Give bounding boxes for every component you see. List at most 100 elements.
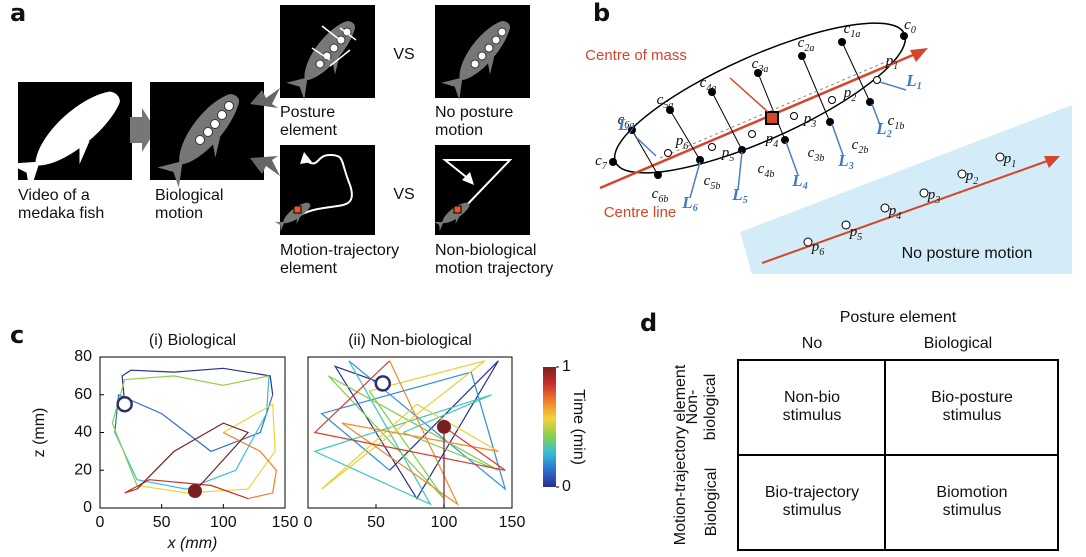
caption: Biological bbox=[155, 187, 223, 204]
point-label: p4 bbox=[765, 131, 779, 150]
body-label-sub: 7 bbox=[602, 161, 608, 172]
caption: Motion-trajectory bbox=[280, 242, 399, 259]
body-label-sub: 1a bbox=[850, 29, 860, 40]
point-label-sub: 2 bbox=[973, 176, 978, 187]
length-label-base: L bbox=[837, 151, 848, 170]
end-marker bbox=[437, 420, 451, 434]
caption: No posture bbox=[435, 104, 513, 121]
length-label-base: L bbox=[905, 71, 916, 90]
colorbar-tick-label: 0 bbox=[562, 478, 571, 495]
body-label: c5b bbox=[704, 173, 721, 192]
body-label: c4b bbox=[758, 161, 775, 180]
body-label-sub: 6b bbox=[658, 194, 668, 205]
length-label: L3 bbox=[837, 151, 853, 172]
point-label-sub: 4 bbox=[773, 139, 778, 150]
length-label: L7 bbox=[617, 115, 634, 136]
cell-text: stimulus bbox=[943, 502, 1002, 519]
cell-text: Non-bio bbox=[784, 389, 840, 406]
body-label-sub: 0 bbox=[911, 25, 916, 36]
colorbar bbox=[543, 367, 556, 487]
body-label: c2a bbox=[798, 35, 815, 54]
x-tick-label: 100 bbox=[210, 514, 237, 531]
x-tick-label: 50 bbox=[153, 514, 171, 531]
cell-text: Bio-trajectory bbox=[765, 484, 859, 501]
cell-text: stimulus bbox=[783, 502, 842, 519]
vs-label: VS bbox=[393, 186, 414, 203]
panel-label: b bbox=[593, 0, 610, 27]
body-label-sub: 2b bbox=[858, 145, 868, 156]
row-header: Biological bbox=[703, 468, 720, 536]
body-label-sub: 5b bbox=[710, 181, 720, 192]
caption: motion bbox=[435, 122, 483, 139]
vs-label: VS bbox=[393, 46, 414, 63]
caption: motion bbox=[155, 205, 203, 222]
length-label-base: L bbox=[617, 115, 628, 134]
caption: medaka fish bbox=[18, 205, 104, 222]
point-label: p5 bbox=[721, 145, 735, 164]
body-label: c7 bbox=[595, 153, 608, 172]
start-marker bbox=[118, 397, 132, 411]
point-label-sub: 4 bbox=[896, 211, 901, 222]
y-tick-label: 60 bbox=[74, 386, 92, 403]
body-label-sub: 1b bbox=[894, 121, 904, 132]
body-label-sub: 4a bbox=[706, 83, 716, 94]
plot-frame bbox=[308, 357, 512, 508]
caption: motion trajectory bbox=[435, 260, 553, 277]
start-marker bbox=[376, 376, 390, 390]
point-label-sub: 6 bbox=[683, 141, 688, 152]
panel-b-art bbox=[599, 0, 1072, 274]
length-label: L4 bbox=[791, 171, 807, 192]
point-label: p3 bbox=[803, 111, 817, 130]
point-label-sub: 3 bbox=[810, 119, 816, 130]
body-label-sub: 3b bbox=[813, 153, 824, 164]
x-tick-label: 0 bbox=[304, 514, 313, 531]
x-tick-label: 150 bbox=[499, 514, 526, 531]
y-tick-label: 0 bbox=[83, 499, 92, 516]
length-label-sub: 1 bbox=[917, 81, 922, 92]
body-label: c5a bbox=[657, 92, 674, 111]
cell-text: stimulus bbox=[783, 407, 842, 424]
x-tick-label: 100 bbox=[431, 514, 458, 531]
point-label-sub: 3 bbox=[934, 195, 940, 206]
length-label: L6 bbox=[681, 193, 697, 214]
y-tick-label: 80 bbox=[74, 348, 92, 365]
annotation: Centre of mass bbox=[585, 47, 687, 64]
length-label-sub: 5 bbox=[743, 195, 748, 206]
length-label-base: L bbox=[681, 193, 692, 212]
panel-label: d bbox=[640, 309, 657, 337]
cell-text: Bio-posture bbox=[931, 389, 1013, 406]
panel-label: a bbox=[10, 0, 26, 27]
length-label-sub: 4 bbox=[802, 181, 808, 192]
annotation: No posture motion bbox=[902, 245, 1033, 262]
axis-label: x (mm) bbox=[167, 535, 218, 552]
column-title: Posture element bbox=[840, 309, 957, 326]
panel-label: c bbox=[10, 321, 24, 349]
point-label-sub: 5 bbox=[857, 232, 862, 243]
length-label-sub: 2 bbox=[886, 129, 892, 140]
x-tick-label: 150 bbox=[272, 514, 299, 531]
body-label: c4a bbox=[700, 75, 717, 94]
chart-title: (i) Biological bbox=[149, 332, 236, 349]
caption: element bbox=[280, 122, 337, 139]
length-label-base: L bbox=[731, 185, 742, 204]
y-tick-label: 40 bbox=[74, 424, 92, 441]
column-header: Biological bbox=[924, 335, 992, 352]
body-label-sub: 5a bbox=[663, 100, 673, 111]
annotation: Centre line bbox=[604, 204, 677, 221]
point-label-sub: 5 bbox=[729, 153, 734, 164]
point-label-sub: 1 bbox=[1011, 159, 1016, 170]
cell-text: Biomotion bbox=[936, 484, 1007, 501]
body-label-sub: 4b bbox=[764, 169, 774, 180]
row-header: biological bbox=[702, 374, 719, 441]
cell-text: stimulus bbox=[943, 407, 1002, 424]
figure: aVideo of amedaka fishBiologicalmotionPo… bbox=[0, 0, 1086, 552]
end-marker bbox=[188, 484, 202, 498]
length-label-base: L bbox=[791, 171, 802, 190]
colorbar-tick-label: 1 bbox=[562, 358, 571, 375]
body-label-sub: 3a bbox=[757, 64, 768, 75]
caption: Non-biological bbox=[435, 242, 536, 259]
caption: Posture bbox=[280, 104, 335, 121]
point-label-sub: 1 bbox=[893, 61, 898, 72]
row-header: Non- bbox=[684, 390, 701, 425]
body-label-sub: 2a bbox=[804, 43, 814, 54]
